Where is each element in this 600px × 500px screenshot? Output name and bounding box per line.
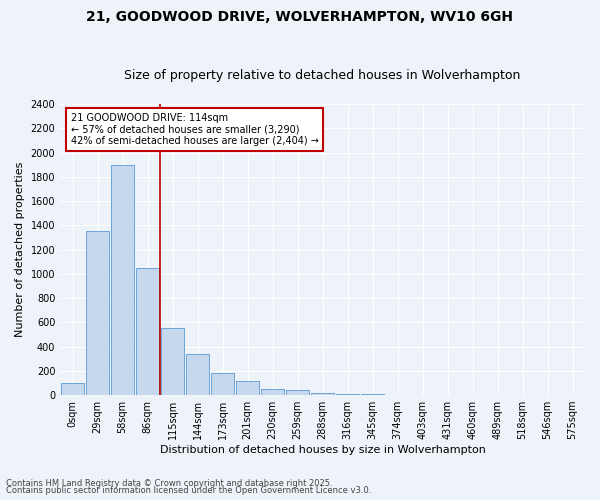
Bar [311,392,334,395]
Bar [361,394,384,395]
Bar [161,328,184,395]
Title: Size of property relative to detached houses in Wolverhampton: Size of property relative to detached ho… [124,69,521,82]
Bar [112,164,134,395]
Text: Contains HM Land Registry data © Crown copyright and database right 2025.: Contains HM Land Registry data © Crown c… [6,478,332,488]
Bar [86,232,109,395]
Text: 21, GOODWOOD DRIVE, WOLVERHAMPTON, WV10 6GH: 21, GOODWOOD DRIVE, WOLVERHAMPTON, WV10 … [86,10,514,24]
Bar [211,372,234,395]
Y-axis label: Number of detached properties: Number of detached properties [15,162,25,337]
X-axis label: Distribution of detached houses by size in Wolverhampton: Distribution of detached houses by size … [160,445,485,455]
Bar [286,390,309,395]
Text: Contains public sector information licensed under the Open Government Licence v3: Contains public sector information licen… [6,486,371,495]
Bar [337,394,359,395]
Bar [61,383,84,395]
Bar [262,389,284,395]
Text: 21 GOODWOOD DRIVE: 114sqm
← 57% of detached houses are smaller (3,290)
42% of se: 21 GOODWOOD DRIVE: 114sqm ← 57% of detac… [71,112,319,146]
Bar [236,381,259,395]
Bar [187,354,209,395]
Bar [136,268,159,395]
